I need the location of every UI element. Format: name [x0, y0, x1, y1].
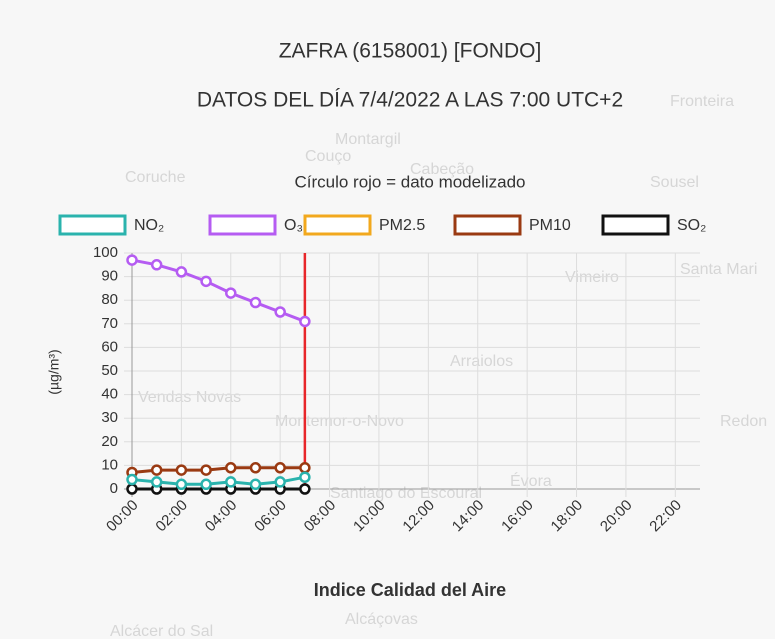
map-label: Couço	[305, 148, 351, 165]
x-axis-label: Indice Calidad del Aire	[314, 580, 506, 600]
chart-title: ZAFRA (6158001) [FONDO]	[279, 40, 542, 63]
y-tick-label: 70	[101, 315, 118, 332]
map-label: Redon	[720, 413, 767, 430]
map-label: Montargil	[335, 131, 401, 148]
data-point	[175, 266, 188, 278]
y-axis-label: (µg/m³)	[46, 349, 62, 394]
data-point	[299, 483, 311, 495]
data-point	[299, 462, 311, 474]
legend-label: O₃	[284, 217, 303, 234]
note: Círculo rojo = dato modelizado	[294, 172, 525, 191]
data-point	[150, 259, 163, 271]
y-tick-label: 60	[101, 338, 118, 355]
map-label: Santa Mari	[680, 261, 757, 278]
map-label: Alcáçovas	[345, 611, 418, 628]
legend-swatch	[601, 214, 670, 236]
y-tick-label: 0	[110, 480, 118, 497]
data-point	[200, 464, 212, 476]
map-label: Fronteira	[670, 93, 734, 110]
data-point	[299, 315, 311, 328]
y-tick-label: 10	[101, 456, 118, 473]
y-tick-label: 20	[101, 433, 118, 450]
map-label: Évora	[510, 471, 552, 490]
y-tick-label: 40	[101, 386, 118, 403]
map-labels: Montargil Fronteira Couço Cabeção Coruche Sou…	[110, 93, 767, 639]
legend-swatch	[208, 214, 277, 236]
data-point	[150, 476, 163, 488]
legend-swatch	[58, 214, 127, 236]
map-label: Arraiolos	[450, 353, 513, 370]
map-label: Alcácer do Sal	[110, 623, 213, 639]
map-label: Vimeiro	[565, 269, 619, 286]
legend-label: PM10	[529, 217, 571, 234]
data-point	[175, 464, 188, 476]
data-point	[126, 483, 138, 495]
data-point	[200, 275, 212, 288]
map-label: Vendas Novas	[138, 389, 241, 406]
map-label: Sousel	[650, 174, 699, 191]
data-point	[274, 462, 286, 474]
legend-label: SO₂	[677, 217, 706, 234]
data-point	[225, 476, 237, 488]
map-label: Coruche	[125, 169, 186, 186]
legend-swatch	[303, 214, 372, 236]
y-tick-label: 100	[93, 244, 118, 261]
y-tick-label: 90	[101, 268, 118, 285]
data-point	[249, 296, 262, 309]
data-point	[249, 462, 262, 474]
legend-label: PM2.5	[379, 217, 425, 234]
data-point	[126, 254, 138, 266]
map-label: Montemor-o-Novo	[275, 413, 404, 430]
data-point	[200, 478, 212, 491]
y-tick-label: 50	[101, 362, 118, 379]
data-point	[225, 462, 237, 474]
data-point	[274, 476, 286, 488]
map-label: Santiago do Escoural	[330, 485, 482, 502]
legend-label: NO₂	[134, 217, 164, 234]
data-point	[225, 287, 237, 299]
chart-subtitle: DATOS DEL DÍA 7/4/2022 A LAS 7:00 UTC+2	[197, 89, 623, 112]
data-point	[126, 473, 138, 486]
map-label: Cabeção	[410, 161, 474, 178]
data-point	[175, 478, 188, 491]
y-tick-label: 30	[101, 409, 118, 426]
data-point	[274, 306, 286, 318]
data-point	[299, 471, 311, 483]
y-tick-label: 80	[101, 291, 118, 308]
data-point	[249, 478, 262, 491]
data-point	[150, 464, 163, 476]
legend-swatch	[453, 214, 522, 236]
